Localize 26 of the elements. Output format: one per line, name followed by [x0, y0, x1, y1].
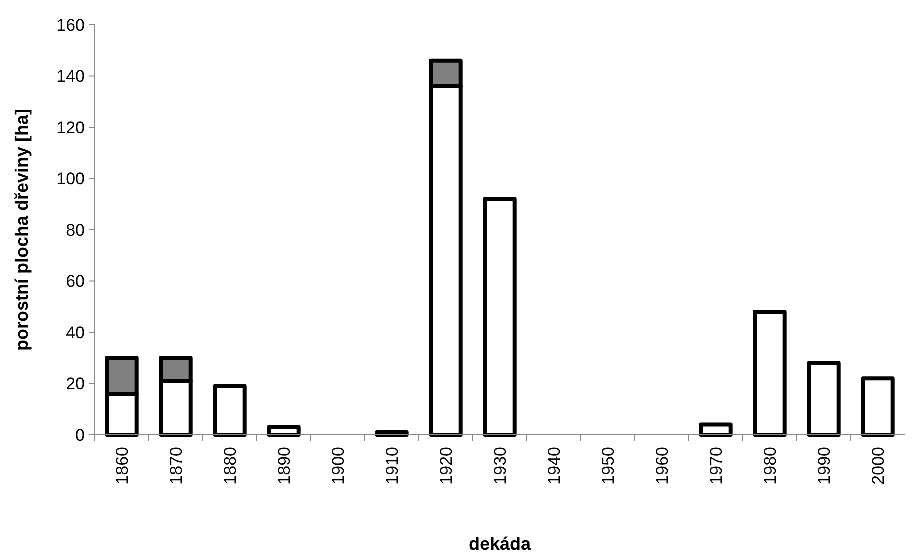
- y-tick-label: 140: [56, 67, 85, 86]
- x-tick-label: 1930: [490, 447, 510, 485]
- y-tick-label: 100: [56, 170, 85, 189]
- x-tick-label: 1880: [220, 447, 240, 485]
- x-tick-label: 1950: [598, 447, 618, 485]
- x-tick-label: 1900: [328, 447, 348, 485]
- x-tick-label: 1920: [436, 447, 456, 485]
- x-tick-label: 1870: [166, 447, 186, 485]
- y-tick-label: 80: [66, 220, 85, 240]
- x-tick-label: 1970: [706, 447, 726, 485]
- y-tick-label: 120: [56, 118, 85, 138]
- x-tick-label: 1860: [112, 447, 132, 485]
- y-tick-label: 160: [56, 16, 85, 35]
- x-tick-label: 1980: [760, 447, 780, 485]
- y-axis-title: porostní plocha dřeviny [ha]: [12, 108, 32, 352]
- x-tick-label: 1990: [814, 447, 834, 485]
- y-tick-label: 60: [66, 272, 85, 292]
- x-tick-label: 1960: [652, 447, 672, 485]
- x-axis-title: dekáda: [468, 534, 532, 554]
- x-tick-label: 1910: [382, 447, 402, 485]
- y-tick-label: 0: [76, 426, 85, 445]
- y-tick-label: 20: [66, 374, 85, 394]
- x-tick-label: 2000: [868, 447, 888, 485]
- x-tick-label: 1890: [274, 447, 294, 485]
- x-tick-label: 1940: [544, 447, 564, 485]
- y-tick-label: 40: [66, 323, 85, 342]
